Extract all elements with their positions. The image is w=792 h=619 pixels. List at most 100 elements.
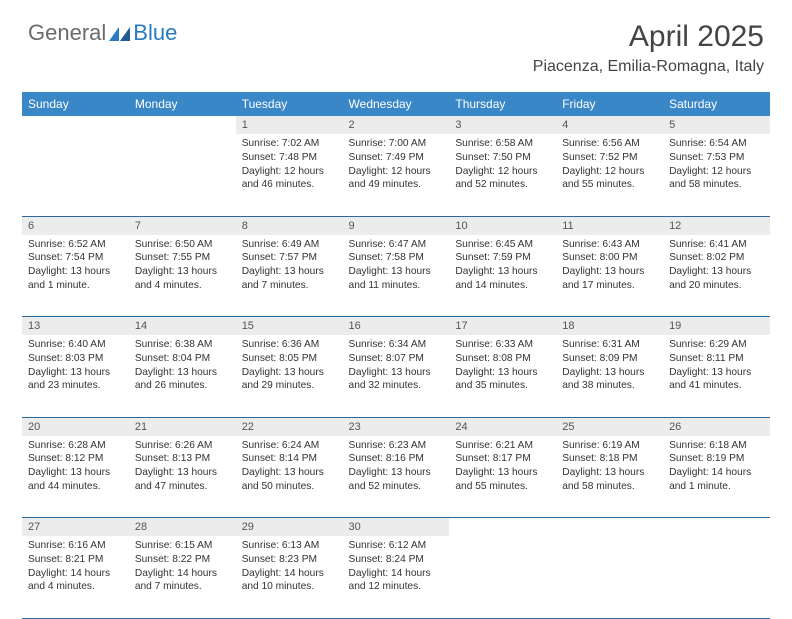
day-number-cell: 11 [556, 216, 663, 235]
day-body-row: Sunrise: 6:40 AMSunset: 8:03 PMDaylight:… [22, 335, 770, 417]
day-details: Sunrise: 6:56 AMSunset: 7:52 PMDaylight:… [556, 134, 663, 198]
day-body-cell: Sunrise: 6:26 AMSunset: 8:13 PMDaylight:… [129, 436, 236, 518]
day-details: Sunrise: 7:00 AMSunset: 7:49 PMDaylight:… [343, 134, 450, 198]
day-number-cell: 22 [236, 417, 343, 436]
day-number-cell: 27 [22, 518, 129, 537]
day-number-cell: 17 [449, 317, 556, 336]
calendar-table: Sunday Monday Tuesday Wednesday Thursday… [22, 92, 770, 619]
day-body-cell: Sunrise: 6:58 AMSunset: 7:50 PMDaylight:… [449, 134, 556, 216]
day-number-cell: 20 [22, 417, 129, 436]
day-number-cell [129, 116, 236, 134]
day-body-cell: Sunrise: 6:36 AMSunset: 8:05 PMDaylight:… [236, 335, 343, 417]
day-body-cell: Sunrise: 7:02 AMSunset: 7:48 PMDaylight:… [236, 134, 343, 216]
day-details: Sunrise: 6:15 AMSunset: 8:22 PMDaylight:… [129, 536, 236, 600]
day-body-cell: Sunrise: 6:18 AMSunset: 8:19 PMDaylight:… [663, 436, 770, 518]
logo-text-blue: Blue [133, 20, 177, 46]
day-number-cell: 16 [343, 317, 450, 336]
day-number-cell: 1 [236, 116, 343, 134]
day-body-cell: Sunrise: 6:21 AMSunset: 8:17 PMDaylight:… [449, 436, 556, 518]
day-body-cell: Sunrise: 6:50 AMSunset: 7:55 PMDaylight:… [129, 235, 236, 317]
page-title: April 2025 [533, 20, 764, 54]
day-number-cell: 19 [663, 317, 770, 336]
calendar-body: 12345Sunrise: 7:02 AMSunset: 7:48 PMDayl… [22, 116, 770, 618]
day-details: Sunrise: 6:49 AMSunset: 7:57 PMDaylight:… [236, 235, 343, 299]
logo-text-general: General [28, 20, 106, 46]
day-number-cell: 26 [663, 417, 770, 436]
weekday-header: Wednesday [343, 92, 450, 116]
location-subtitle: Piacenza, Emilia-Romagna, Italy [533, 58, 764, 76]
day-body-row: Sunrise: 7:02 AMSunset: 7:48 PMDaylight:… [22, 134, 770, 216]
day-body-cell [22, 134, 129, 216]
day-body-cell: Sunrise: 6:16 AMSunset: 8:21 PMDaylight:… [22, 536, 129, 618]
weekday-header: Tuesday [236, 92, 343, 116]
day-details: Sunrise: 6:28 AMSunset: 8:12 PMDaylight:… [22, 436, 129, 500]
day-body-cell: Sunrise: 6:47 AMSunset: 7:58 PMDaylight:… [343, 235, 450, 317]
day-body-cell: Sunrise: 6:38 AMSunset: 8:04 PMDaylight:… [129, 335, 236, 417]
day-details: Sunrise: 6:43 AMSunset: 8:00 PMDaylight:… [556, 235, 663, 299]
day-body-cell [556, 536, 663, 618]
day-body-cell: Sunrise: 6:54 AMSunset: 7:53 PMDaylight:… [663, 134, 770, 216]
day-number-cell: 23 [343, 417, 450, 436]
day-body-row: Sunrise: 6:52 AMSunset: 7:54 PMDaylight:… [22, 235, 770, 317]
day-body-cell [663, 536, 770, 618]
day-body-cell: Sunrise: 6:28 AMSunset: 8:12 PMDaylight:… [22, 436, 129, 518]
day-body-row: Sunrise: 6:28 AMSunset: 8:12 PMDaylight:… [22, 436, 770, 518]
day-details: Sunrise: 6:23 AMSunset: 8:16 PMDaylight:… [343, 436, 450, 500]
day-number-row: 20212223242526 [22, 417, 770, 436]
day-number-cell: 8 [236, 216, 343, 235]
day-number-cell: 29 [236, 518, 343, 537]
day-number-cell: 2 [343, 116, 450, 134]
day-number-cell: 15 [236, 317, 343, 336]
day-details: Sunrise: 7:02 AMSunset: 7:48 PMDaylight:… [236, 134, 343, 198]
day-details: Sunrise: 6:41 AMSunset: 8:02 PMDaylight:… [663, 235, 770, 299]
day-body-cell: Sunrise: 6:23 AMSunset: 8:16 PMDaylight:… [343, 436, 450, 518]
day-details: Sunrise: 6:50 AMSunset: 7:55 PMDaylight:… [129, 235, 236, 299]
weekday-header: Sunday [22, 92, 129, 116]
day-body-cell: Sunrise: 6:31 AMSunset: 8:09 PMDaylight:… [556, 335, 663, 417]
day-number-cell: 18 [556, 317, 663, 336]
day-number-cell [449, 518, 556, 537]
day-details: Sunrise: 6:52 AMSunset: 7:54 PMDaylight:… [22, 235, 129, 299]
day-details: Sunrise: 6:13 AMSunset: 8:23 PMDaylight:… [236, 536, 343, 600]
day-body-cell: Sunrise: 6:29 AMSunset: 8:11 PMDaylight:… [663, 335, 770, 417]
day-number-cell: 7 [129, 216, 236, 235]
day-body-cell [129, 134, 236, 216]
day-body-cell: Sunrise: 6:15 AMSunset: 8:22 PMDaylight:… [129, 536, 236, 618]
day-details: Sunrise: 6:33 AMSunset: 8:08 PMDaylight:… [449, 335, 556, 399]
day-body-cell: Sunrise: 6:56 AMSunset: 7:52 PMDaylight:… [556, 134, 663, 216]
day-body-cell: Sunrise: 6:13 AMSunset: 8:23 PMDaylight:… [236, 536, 343, 618]
day-number-row: 13141516171819 [22, 317, 770, 336]
weekday-header: Friday [556, 92, 663, 116]
day-body-cell [449, 536, 556, 618]
day-number-row: 27282930 [22, 518, 770, 537]
weekday-header: Monday [129, 92, 236, 116]
day-number-cell [663, 518, 770, 537]
day-number-row: 12345 [22, 116, 770, 134]
day-body-cell: Sunrise: 7:00 AMSunset: 7:49 PMDaylight:… [343, 134, 450, 216]
day-number-cell: 13 [22, 317, 129, 336]
day-details: Sunrise: 6:47 AMSunset: 7:58 PMDaylight:… [343, 235, 450, 299]
day-details: Sunrise: 6:26 AMSunset: 8:13 PMDaylight:… [129, 436, 236, 500]
day-body-cell: Sunrise: 6:33 AMSunset: 8:08 PMDaylight:… [449, 335, 556, 417]
day-number-cell [22, 116, 129, 134]
day-number-cell: 12 [663, 216, 770, 235]
logo-triangle-icon [109, 25, 131, 43]
day-number-cell: 24 [449, 417, 556, 436]
day-details: Sunrise: 6:12 AMSunset: 8:24 PMDaylight:… [343, 536, 450, 600]
day-body-cell: Sunrise: 6:43 AMSunset: 8:00 PMDaylight:… [556, 235, 663, 317]
day-details: Sunrise: 6:58 AMSunset: 7:50 PMDaylight:… [449, 134, 556, 198]
day-details: Sunrise: 6:31 AMSunset: 8:09 PMDaylight:… [556, 335, 663, 399]
day-details: Sunrise: 6:54 AMSunset: 7:53 PMDaylight:… [663, 134, 770, 198]
day-details: Sunrise: 6:24 AMSunset: 8:14 PMDaylight:… [236, 436, 343, 500]
day-number-cell: 25 [556, 417, 663, 436]
day-body-cell: Sunrise: 6:40 AMSunset: 8:03 PMDaylight:… [22, 335, 129, 417]
day-body-cell: Sunrise: 6:41 AMSunset: 8:02 PMDaylight:… [663, 235, 770, 317]
day-details: Sunrise: 6:40 AMSunset: 8:03 PMDaylight:… [22, 335, 129, 399]
title-block: April 2025 Piacenza, Emilia-Romagna, Ita… [533, 20, 764, 76]
day-number-cell: 6 [22, 216, 129, 235]
day-body-cell: Sunrise: 6:12 AMSunset: 8:24 PMDaylight:… [343, 536, 450, 618]
weekday-header: Saturday [663, 92, 770, 116]
day-number-cell: 10 [449, 216, 556, 235]
day-details: Sunrise: 6:29 AMSunset: 8:11 PMDaylight:… [663, 335, 770, 399]
day-number-cell: 3 [449, 116, 556, 134]
